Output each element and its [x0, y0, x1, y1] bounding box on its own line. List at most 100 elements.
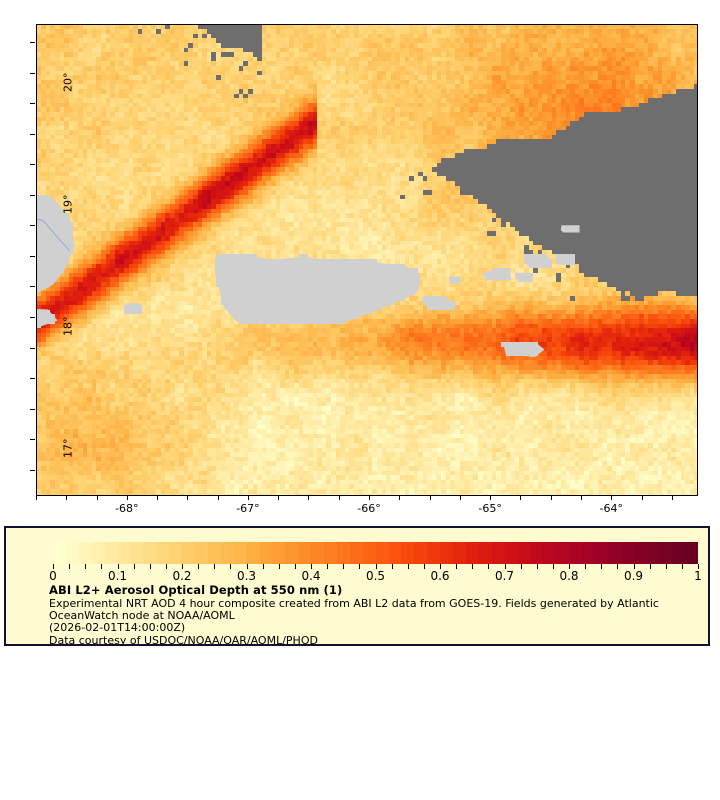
colorbar-swatch-1	[65, 542, 79, 564]
colorbar-swatch-4	[104, 542, 118, 564]
x-axis-tick	[430, 495, 431, 500]
colorbar-swatch-42	[595, 542, 608, 564]
x-axis-tick	[490, 495, 491, 500]
colorbar-swatch-46	[646, 542, 660, 564]
legend-text-block: ABI L2+ Aerosol Optical Depth at 550 nm …	[49, 584, 699, 647]
colorbar-tick	[69, 564, 70, 569]
y-axis-tick	[30, 256, 35, 257]
legend-panel: 0 0.1 0.2 0.3 0.4 0.5 0.6 0.7 0.8 0.9 1 ABI L2+ Ae…	[4, 526, 710, 646]
colorbar-tick	[343, 564, 344, 569]
colorbar-tick	[650, 564, 651, 569]
y-axis-tick	[30, 409, 35, 410]
colorbar-swatch-12	[207, 542, 221, 564]
aod-map-plot-area[interactable]	[36, 24, 698, 496]
x-axis-tick	[460, 495, 461, 500]
colorbar-swatch-0	[53, 542, 66, 564]
colorbar-tick	[569, 564, 570, 569]
colorbar-tick	[488, 564, 489, 569]
colorbar-swatch-28	[414, 542, 428, 564]
colorbar-swatch-26	[388, 542, 402, 564]
x-axis-tick	[157, 495, 158, 500]
colorbar-swatch-38	[543, 542, 557, 564]
colorbar-tick	[424, 564, 425, 569]
x-axis-tick	[187, 495, 188, 500]
y-axis-label-3: 17°	[61, 438, 75, 459]
colorbar-label-8: 0.8	[559, 569, 579, 583]
x-axis-tick	[520, 495, 521, 500]
x-axis-tick	[36, 495, 37, 500]
colorbar-swatch-40	[569, 542, 583, 564]
colorbar-swatch-20	[311, 542, 325, 564]
colorbar-swatch-19	[298, 542, 312, 564]
colorbar-tick	[118, 564, 119, 569]
x-axis-tick	[308, 495, 309, 500]
colorbar-label-7: 0.7	[494, 569, 515, 583]
colorbar-swatch-37	[530, 542, 544, 564]
x-axis-label-4: -64°	[599, 502, 623, 515]
colorbar-tick	[666, 564, 667, 569]
colorbar-tick	[263, 564, 264, 569]
legend-title: ABI L2+ Aerosol Optical Depth at 550 nm …	[49, 583, 343, 597]
colorbar-swatch-5	[117, 542, 131, 564]
y-axis-label-0: 20°	[61, 72, 75, 92]
colorbar-tick	[472, 564, 473, 569]
colorbar-swatch-17	[272, 542, 286, 564]
colorbar-label-5: 0.5	[365, 569, 386, 583]
legend-timestamp-line: (2026-02-01T14:00:00Z)	[49, 621, 186, 635]
colorbar-swatch-41	[582, 542, 596, 564]
colorbar-tick	[53, 564, 54, 569]
colorbar-tick	[456, 564, 457, 569]
colorbar-tick	[327, 564, 328, 569]
colorbar-label-10: 1	[694, 569, 702, 583]
colorbar-swatch-47	[659, 542, 673, 564]
x-axis-tick	[369, 495, 370, 500]
x-axis-tick	[248, 495, 249, 500]
colorbar-swatch-13	[220, 542, 234, 564]
x-axis-tick	[97, 495, 98, 500]
colorbar-swatch-21	[324, 542, 337, 564]
colorbar-tick	[585, 564, 586, 569]
y-axis-label-2: 18°	[61, 316, 75, 336]
colorbar[interactable]: 0 0.1 0.2 0.3 0.4 0.5 0.6 0.7 0.8 0.9 1	[49, 542, 702, 582]
x-axis-tick	[551, 495, 552, 500]
colorbar-tick	[698, 564, 699, 569]
colorbar-swatch-35	[504, 542, 518, 564]
colorbar-tick	[85, 564, 86, 569]
colorbar-swatch-39	[556, 542, 570, 564]
y-axis-tick	[30, 42, 35, 43]
legend-attribution-line: Data courtesy of USDOC/NOAA/OAR/AOML/PHO…	[49, 633, 318, 647]
colorbar-swatch-43	[607, 542, 621, 564]
colorbar-swatch-2	[78, 542, 92, 564]
colorbar-label-0: 0	[49, 569, 57, 583]
colorbar-swatch-15	[246, 542, 260, 564]
y-axis-tick	[30, 134, 35, 135]
x-axis-tick	[611, 495, 612, 500]
y-axis-tick	[30, 225, 35, 226]
x-axis-label-0: -68°	[115, 502, 139, 515]
y-axis-tick	[30, 195, 35, 196]
colorbar-tick	[537, 564, 538, 569]
colorbar-swatch-34	[491, 542, 505, 564]
colorbar-tick	[101, 564, 102, 569]
colorbar-tick	[134, 564, 135, 569]
colorbar-swatch-6	[130, 542, 144, 564]
colorbar-tick	[150, 564, 151, 569]
colorbar-tick	[682, 564, 683, 569]
colorbar-tick	[182, 564, 183, 569]
colorbar-swatch-8	[156, 542, 170, 564]
colorbar-swatch-24	[362, 542, 376, 564]
colorbar-tick	[230, 564, 231, 569]
colorbar-tick	[311, 564, 312, 569]
colorbar-swatch-16	[259, 542, 273, 564]
colorbar-label-9: 0.9	[623, 569, 644, 583]
colorbar-swatch-49	[685, 542, 699, 564]
colorbar-tick	[295, 564, 296, 569]
x-axis-tick	[127, 495, 128, 500]
x-axis-tick	[581, 495, 582, 500]
colorbar-tick	[247, 564, 248, 569]
colorbar-swatch-10	[182, 542, 195, 564]
map-figure: -68° -67° -66° -65° -64° 20° 19° 18° 17°	[30, 24, 698, 515]
x-axis-label-1: -67°	[236, 502, 260, 515]
x-axis-tick	[278, 495, 279, 500]
y-axis-tick	[30, 378, 35, 379]
